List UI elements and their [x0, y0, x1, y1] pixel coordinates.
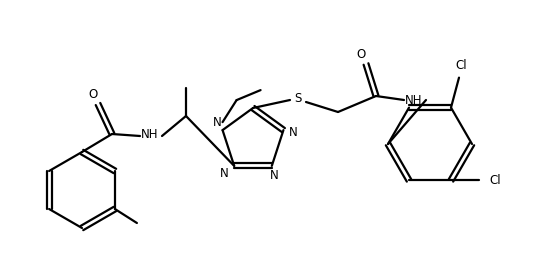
Text: N: N — [220, 167, 229, 180]
Text: N: N — [289, 126, 298, 139]
Text: S: S — [294, 91, 302, 104]
Text: NH: NH — [405, 94, 423, 107]
Text: Cl: Cl — [489, 174, 501, 187]
Text: NH: NH — [141, 128, 159, 141]
Text: N: N — [269, 169, 278, 183]
Text: Cl: Cl — [455, 59, 467, 72]
Text: O: O — [357, 48, 366, 60]
Text: O: O — [88, 88, 98, 100]
Text: N: N — [213, 116, 222, 129]
